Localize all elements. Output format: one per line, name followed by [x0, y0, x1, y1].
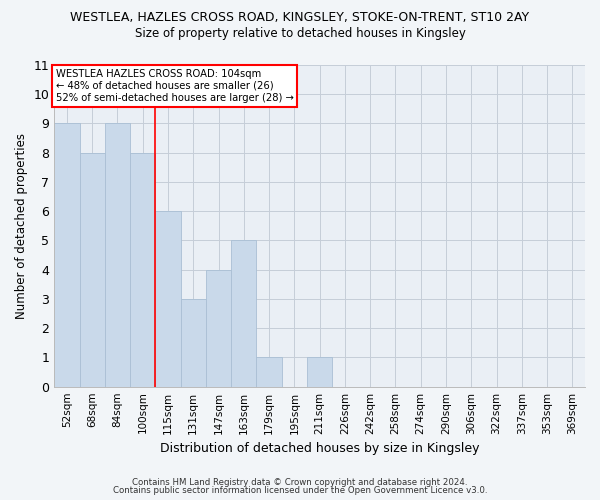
Bar — [130, 152, 155, 386]
X-axis label: Distribution of detached houses by size in Kingsley: Distribution of detached houses by size … — [160, 442, 479, 455]
Bar — [181, 299, 206, 386]
Bar — [206, 270, 231, 386]
Text: WESTLEA HAZLES CROSS ROAD: 104sqm
← 48% of detached houses are smaller (26)
52% : WESTLEA HAZLES CROSS ROAD: 104sqm ← 48% … — [56, 70, 293, 102]
Text: WESTLEA, HAZLES CROSS ROAD, KINGSLEY, STOKE-ON-TRENT, ST10 2AY: WESTLEA, HAZLES CROSS ROAD, KINGSLEY, ST… — [70, 11, 530, 24]
Text: Contains public sector information licensed under the Open Government Licence v3: Contains public sector information licen… — [113, 486, 487, 495]
Bar — [80, 152, 105, 386]
Bar — [256, 358, 282, 386]
Bar — [307, 358, 332, 386]
Bar — [54, 124, 80, 386]
Bar — [231, 240, 256, 386]
Bar — [155, 211, 181, 386]
Y-axis label: Number of detached properties: Number of detached properties — [15, 133, 28, 319]
Text: Size of property relative to detached houses in Kingsley: Size of property relative to detached ho… — [134, 28, 466, 40]
Bar — [105, 124, 130, 386]
Text: Contains HM Land Registry data © Crown copyright and database right 2024.: Contains HM Land Registry data © Crown c… — [132, 478, 468, 487]
